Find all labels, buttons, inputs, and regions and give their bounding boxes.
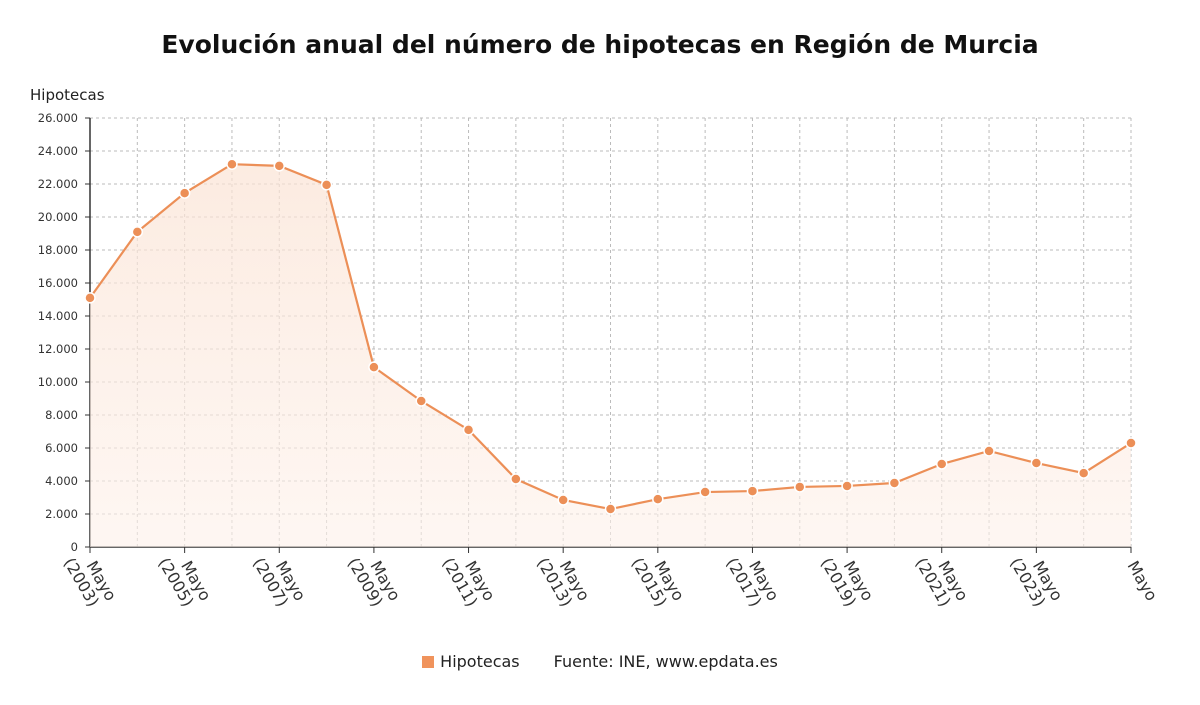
x-tick-label: Mayo(2009) [344,545,404,613]
data-point [1030,457,1043,469]
x-tick-label: Mayo(2015) [628,545,688,613]
data-point [320,179,333,191]
y-tick-label: 8.000 [45,408,78,422]
data-point [652,493,664,505]
legend-label[interactable]: Hipotecas [440,652,520,671]
y-tick-label: 14.000 [38,309,78,323]
x-tick-label: Mayo(2005) [155,545,215,613]
y-tick-label: 16.000 [38,276,78,290]
data-point [746,485,759,497]
data-point [1125,437,1137,449]
y-axis-label: Hipotecas [30,86,105,104]
data-point [226,158,238,170]
y-tick-label: 2.000 [45,507,78,521]
y-tick-label: 4.000 [45,474,78,488]
data-point [178,187,191,199]
data-point [415,395,427,407]
data-point [273,160,286,172]
chart-title: Evolución anual del número de hipotecas … [161,30,1039,59]
data-point [794,481,806,493]
data-point [888,477,901,489]
y-tick-label: 22.000 [38,177,78,191]
data-point [1077,467,1090,479]
data-point [604,503,617,515]
y-tick-label: 10.000 [38,375,78,389]
series-area [90,164,1131,547]
x-tick-label: Mayo(2017) [722,545,782,613]
y-tick-label: 24.000 [38,144,78,158]
x-tick-label: Mayo(2011) [438,545,498,613]
data-point [368,361,380,373]
data-point [841,480,853,492]
legend: Hipotecas Fuente: INE, www.epdata.es [0,652,1200,671]
y-tick-label: 26.000 [38,111,78,125]
data-point [983,445,995,457]
x-tick-label: Mayo(2023) [1006,545,1066,613]
y-tick-label: 12.000 [38,342,78,356]
data-point [462,424,475,436]
y-tick-label: 0 [71,540,78,554]
source-text: Fuente: INE, www.epdata.es [553,652,778,671]
data-point [699,486,711,498]
data-point [557,494,569,506]
x-tick-label: Mayo(2007) [249,545,309,613]
x-tick-label: Mayo [1124,558,1162,605]
x-tick-label: Mayo(2019) [817,545,877,613]
x-tick-label: Mayo(2021) [912,545,972,613]
y-tick-label: 18.000 [38,243,78,257]
data-point [131,226,144,238]
legend-swatch [422,656,435,668]
y-tick-label: 6.000 [45,441,78,455]
data-point [510,473,522,485]
x-tick-label: Mayo(2013) [533,545,593,613]
y-tick-label: 20.000 [38,210,78,224]
x-tick-label: Mayo(2003) [60,545,120,613]
data-point [84,292,96,304]
data-point [935,458,948,470]
